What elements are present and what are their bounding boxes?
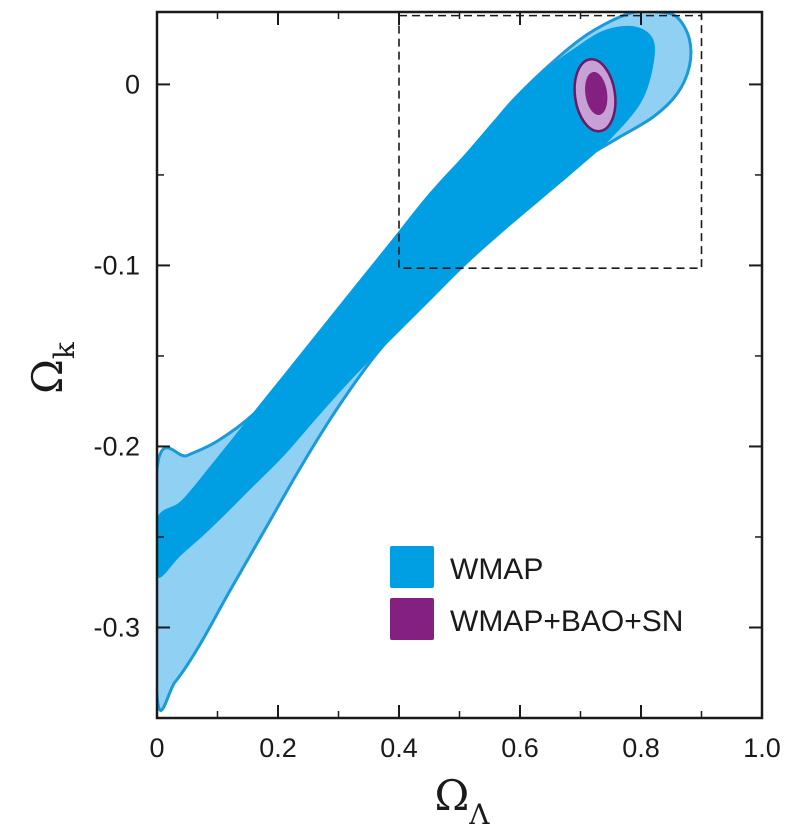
wmap-68-contour bbox=[157, 25, 655, 578]
y-tick-labels: 0 -0.1 -0.2 -0.3 bbox=[93, 69, 140, 642]
x-tick-labels: 0 0.2 0.4 0.6 0.8 1.0 bbox=[149, 733, 780, 763]
legend: WMAP WMAP+BAO+SN bbox=[390, 546, 683, 640]
x-tick-label: 0 bbox=[149, 733, 164, 763]
y-tick-label: -0.1 bbox=[93, 250, 140, 280]
legend-swatch-wmap bbox=[390, 546, 434, 588]
y-tick-label: -0.2 bbox=[93, 431, 140, 461]
x-axis-label: ΩΛ bbox=[434, 771, 490, 831]
x-tick-label: 1.0 bbox=[743, 733, 781, 763]
y-tick-label: 0 bbox=[125, 69, 140, 99]
legend-swatch-combined bbox=[390, 598, 434, 640]
x-tick-label: 0.2 bbox=[259, 733, 297, 763]
legend-label-combined: WMAP+BAO+SN bbox=[450, 605, 683, 638]
tick-layer bbox=[156, 12, 763, 719]
y-tick-label: -0.3 bbox=[93, 612, 140, 642]
contour-layer bbox=[157, 12, 693, 712]
legend-label-wmap: WMAP bbox=[450, 553, 543, 586]
x-tick-label: 0.6 bbox=[501, 733, 539, 763]
zoom-box bbox=[398, 14, 703, 269]
x-tick-label: 0.8 bbox=[622, 733, 660, 763]
y-axis-label: Ωk bbox=[23, 341, 81, 394]
x-tick-label: 0.4 bbox=[380, 733, 418, 763]
combined-68-contour bbox=[585, 71, 608, 116]
